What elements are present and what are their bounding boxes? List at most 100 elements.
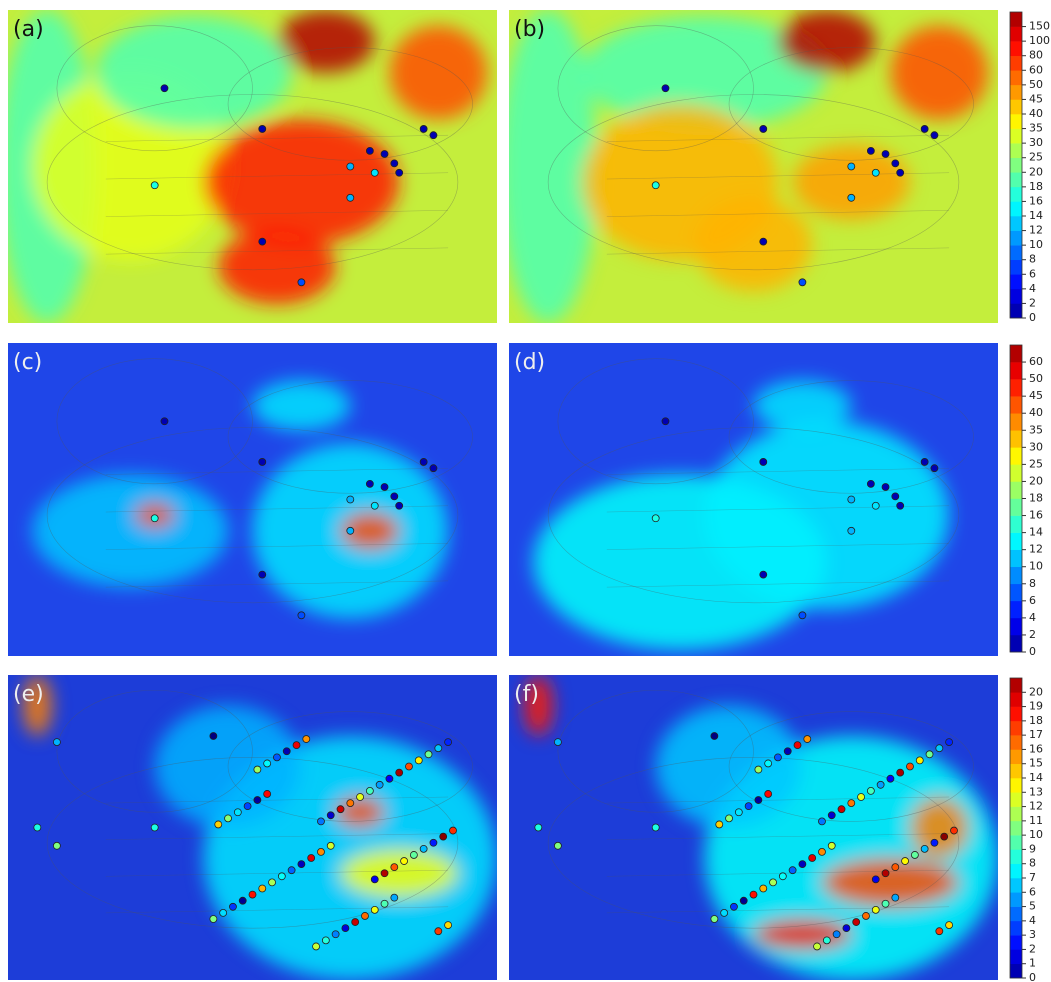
site-marker xyxy=(420,458,427,465)
colorbar-segment xyxy=(1010,172,1022,187)
panel-label: (b) xyxy=(514,17,545,42)
site-marker xyxy=(828,842,835,849)
site-marker xyxy=(799,612,806,619)
site-marker xyxy=(892,894,899,901)
colorbar-segment xyxy=(1010,878,1022,893)
site-marker xyxy=(848,496,855,503)
colorbar-label: 4 xyxy=(1029,611,1036,624)
site-marker xyxy=(259,885,266,892)
site-marker xyxy=(858,794,865,801)
site-marker xyxy=(317,848,324,855)
site-marker xyxy=(264,760,271,767)
colorbar-segment xyxy=(1010,964,1022,979)
site-marker xyxy=(872,906,879,913)
colorbar-segment xyxy=(1010,430,1022,447)
site-marker xyxy=(931,132,938,139)
colorbar-segment xyxy=(1010,601,1022,618)
site-marker xyxy=(151,182,158,189)
site-marker xyxy=(906,763,913,770)
site-marker xyxy=(210,916,217,923)
site-marker xyxy=(872,876,879,883)
site-marker xyxy=(554,739,561,746)
colorbar-segment xyxy=(1010,27,1022,42)
colorbar-label: 8 xyxy=(1029,857,1036,870)
site-marker xyxy=(882,870,889,877)
site-marker xyxy=(818,818,825,825)
colorbar-label: 4 xyxy=(1029,282,1036,295)
colorbar-segment xyxy=(1010,56,1022,71)
site-marker xyxy=(303,736,310,743)
colorbar-label: 50 xyxy=(1029,372,1043,385)
site-marker xyxy=(161,418,168,425)
site-marker xyxy=(405,763,412,770)
colorbar-label: 17 xyxy=(1029,728,1043,741)
field-blob xyxy=(277,10,375,73)
colorbar-segment xyxy=(1010,692,1022,707)
colorbar-segment xyxy=(1010,764,1022,779)
site-marker xyxy=(386,775,393,782)
site-marker xyxy=(210,733,217,740)
site-marker xyxy=(249,891,256,898)
colorbar-label: 0 xyxy=(1029,971,1036,982)
site-marker xyxy=(435,745,442,752)
colorbar-segment xyxy=(1010,635,1022,652)
colorbar-label: 14 xyxy=(1029,771,1043,784)
site-marker xyxy=(342,925,349,932)
colorbar-label: 12 xyxy=(1029,224,1043,237)
site-marker xyxy=(332,931,339,938)
site-marker xyxy=(410,851,417,858)
colorbar-label: 10 xyxy=(1029,828,1043,841)
colorbar-label: 18 xyxy=(1029,492,1043,505)
colorbar-segment xyxy=(1010,807,1022,822)
site-marker xyxy=(735,809,742,816)
field-blob xyxy=(341,849,458,898)
site-marker xyxy=(941,833,948,840)
colorbar-label: 45 xyxy=(1029,389,1043,402)
colorbar-segment xyxy=(1010,949,1022,964)
colorbar-label: 13 xyxy=(1029,785,1043,798)
site-marker xyxy=(662,418,669,425)
site-marker xyxy=(897,169,904,176)
site-marker xyxy=(371,502,378,509)
field-blob xyxy=(336,797,385,828)
site-marker xyxy=(721,909,728,916)
site-marker xyxy=(371,876,378,883)
colorbar-label: 80 xyxy=(1029,49,1043,62)
site-marker xyxy=(440,833,447,840)
site-marker xyxy=(308,855,315,862)
site-marker xyxy=(921,845,928,852)
site-marker xyxy=(936,745,943,752)
colorbar-label: 12 xyxy=(1029,543,1043,556)
site-marker xyxy=(391,894,398,901)
field-blob xyxy=(218,229,335,304)
colorbar-segment xyxy=(1010,584,1022,601)
site-marker xyxy=(259,458,266,465)
colorbar-label: 19 xyxy=(1029,700,1043,713)
colorbar-segment xyxy=(1010,921,1022,936)
colorbar-label: 6 xyxy=(1029,885,1036,898)
colorbar-segment xyxy=(1010,749,1022,764)
site-marker xyxy=(833,931,840,938)
colorbar-segment xyxy=(1010,379,1022,396)
colorbar-segment xyxy=(1010,516,1022,533)
map-panel xyxy=(509,675,998,980)
colorbar-label: 25 xyxy=(1029,151,1043,164)
site-marker xyxy=(298,612,305,619)
site-marker xyxy=(931,839,938,846)
site-marker xyxy=(946,922,953,929)
site-marker xyxy=(347,163,354,170)
site-marker xyxy=(853,919,860,926)
site-marker xyxy=(259,571,266,578)
panel-label: (f) xyxy=(514,682,539,707)
colorbar-segment xyxy=(1010,864,1022,879)
site-marker xyxy=(415,757,422,764)
site-marker xyxy=(244,803,251,810)
site-marker xyxy=(269,879,276,886)
site-marker xyxy=(337,806,344,813)
colorbar-label: 60 xyxy=(1029,63,1043,76)
site-marker xyxy=(278,873,285,880)
site-marker xyxy=(760,885,767,892)
colorbar-label: 8 xyxy=(1029,577,1036,590)
site-marker xyxy=(950,827,957,834)
site-marker xyxy=(760,458,767,465)
